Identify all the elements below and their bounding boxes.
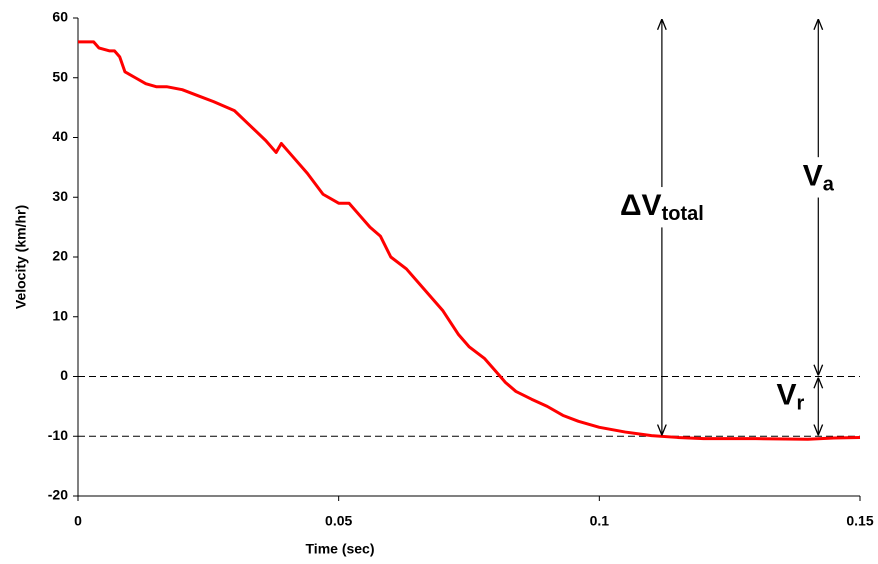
y-tick-label: -10	[48, 427, 68, 443]
annotation-label: Va	[803, 159, 835, 195]
y-tick-label: 10	[52, 307, 68, 323]
annotation-subscript: r	[796, 393, 804, 415]
x-axis-label: Time (sec)	[306, 541, 375, 557]
data-line	[78, 40, 861, 441]
x-tick-label: 0.1	[590, 513, 610, 529]
x-tick-label: 0	[74, 513, 82, 529]
x-tick-label: 0.05	[325, 513, 352, 529]
y-tick-label: -20	[48, 487, 68, 503]
annotation-label: ΔVtotal	[620, 189, 704, 225]
y-tick-label: 50	[52, 68, 68, 84]
annotation-text: ΔV	[620, 189, 662, 222]
y-tick-label: 0	[60, 367, 68, 383]
y-axis-label: Velocity (km/hr)	[13, 205, 29, 309]
annotation-subscript: a	[823, 174, 835, 196]
y-tick-label: 30	[52, 188, 68, 204]
annotation-text: V	[776, 378, 796, 411]
annotation-text: V	[803, 159, 823, 192]
x-tick-label: 0.15	[846, 513, 873, 529]
annotation-label: Vr	[776, 378, 804, 414]
y-tick-label: 40	[52, 128, 68, 144]
label-background	[798, 157, 839, 198]
annotation-subscript: total	[662, 203, 704, 225]
label-background	[615, 187, 708, 228]
y-tick-label: 60	[52, 9, 68, 25]
y-tick-label: 20	[52, 248, 68, 264]
